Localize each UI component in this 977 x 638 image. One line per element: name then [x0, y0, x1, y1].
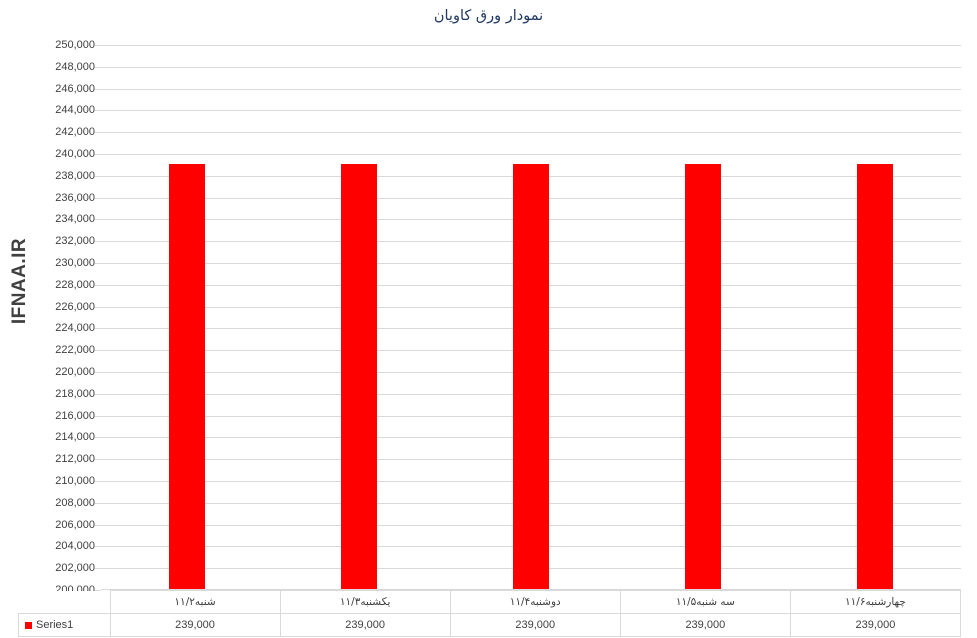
y-axis-tick	[95, 263, 101, 264]
y-axis-tick	[95, 219, 101, 221]
y-axis-tick-label: 222,000	[55, 344, 95, 357]
y-axis-tick	[95, 459, 101, 461]
y-axis-tick-label: 226,000	[55, 300, 95, 313]
bar	[513, 163, 549, 589]
y-axis-tick	[95, 45, 101, 46]
y-axis-tick-label: 204,000	[55, 540, 95, 553]
bar	[685, 163, 721, 589]
category-header-cell: سه شنبه۱۱/۵	[619, 590, 791, 614]
data-table: شنبه۱۱/۲ یکشنبه۱۱/۳ دوشنبه۱۱/۴ سه شنبه۱۱/۵ چ…	[18, 590, 962, 637]
value-cell: 239,000	[449, 613, 621, 637]
y-axis-tick-label: 214,000	[55, 431, 95, 444]
y-axis-tick	[95, 66, 101, 68]
series-table: شنبه۱۱/۲ یکشنبه۱۱/۳ دوشنبه۱۱/۴ سه شنبه۱۱/۵ چ…	[18, 590, 962, 637]
gridline	[101, 132, 961, 134]
y-axis-tick	[95, 241, 101, 243]
value-cell: 239,000	[279, 613, 451, 637]
legend-label: Series1	[36, 619, 74, 632]
y-axis-tick-label: 216,000	[55, 409, 95, 422]
bar	[857, 163, 893, 589]
y-axis-tick	[95, 372, 101, 373]
y-axis-tick-label: 246,000	[55, 82, 95, 95]
y-axis-tick	[95, 110, 101, 112]
gridline	[101, 154, 961, 155]
category-header-cell: چهارشنبه۱۱/۶	[789, 590, 962, 614]
y-axis-tick	[95, 306, 101, 308]
y-axis-tick-label: 238,000	[55, 169, 95, 182]
category-header-cell: دوشنبه۱۱/۴	[449, 590, 621, 614]
y-axis-tick-label: 206,000	[55, 518, 95, 531]
gridline	[101, 66, 961, 68]
bar	[341, 163, 377, 589]
y-axis-tick-label: 210,000	[55, 475, 95, 487]
y-axis-tick-label: 202,000	[55, 562, 95, 575]
y-axis-tick-label: 232,000	[55, 235, 95, 248]
y-axis-tick	[95, 284, 101, 286]
y-axis-tick-label: 250,000	[55, 39, 95, 51]
y-axis-tick	[95, 502, 101, 504]
y-axis-tick	[95, 197, 101, 199]
category-header-cell: شنبه۱۱/۲	[109, 590, 281, 614]
y-axis-tick-label: 220,000	[55, 366, 95, 378]
value-cell: 239,000	[789, 613, 962, 637]
gridline	[101, 88, 961, 90]
y-axis-tick-label: 208,000	[55, 496, 95, 509]
y-axis-tick-label: 234,000	[55, 213, 95, 226]
y-axis-tick	[95, 524, 101, 526]
legend-entry: Series1	[18, 613, 111, 637]
y-axis-tick	[95, 415, 101, 417]
y-axis-tick-label: 230,000	[55, 257, 95, 269]
y-axis-tick	[95, 132, 101, 134]
table-row: Series1 239,000 239,000 239,000 239,000 239,0…	[18, 613, 962, 637]
y-axis-tick-label: 244,000	[55, 104, 95, 117]
y-axis-tick	[95, 328, 101, 330]
y-axis-tick	[95, 568, 101, 570]
y-axis-tick	[95, 350, 101, 352]
value-cell: 239,000	[619, 613, 791, 637]
plot-area	[95, 45, 961, 591]
y-axis-tick-label: 212,000	[55, 453, 95, 466]
gridline	[101, 45, 961, 46]
y-axis-tick-label: 242,000	[55, 126, 95, 139]
gridline	[101, 110, 961, 112]
y-axis-tick	[95, 154, 101, 155]
table-corner-cell	[18, 590, 110, 614]
category-header-cell: یکشنبه۱۱/۳	[279, 590, 451, 614]
y-axis-tick-label: 224,000	[55, 322, 95, 335]
chart-title: نمودار ورق کاویان	[433, 8, 544, 24]
y-axis-tick-label: 228,000	[55, 278, 95, 291]
y-axis-tick	[95, 481, 101, 482]
bar	[169, 163, 205, 589]
y-axis-tick-label: 248,000	[55, 60, 95, 73]
watermark-label: IFNAA.IR	[9, 237, 30, 325]
y-axis-tick	[95, 175, 101, 177]
legend-swatch-icon	[25, 621, 32, 629]
y-axis-tick-label: 236,000	[55, 191, 95, 204]
value-cell: 239,000	[109, 613, 281, 637]
y-axis-tick-label: 218,000	[55, 387, 95, 400]
y-axis-tick	[95, 88, 101, 90]
y-axis-labels: 250,000 248,000 246,000 244,000 242,000 240,0…	[31, 39, 95, 596]
y-axis-tick-label: 240,000	[55, 148, 95, 160]
y-axis-tick	[95, 546, 101, 548]
y-axis-tick	[95, 437, 101, 439]
table-row: شنبه۱۱/۲ یکشنبه۱۱/۳ دوشنبه۱۱/۴ سه شنبه۱۱/۵ چ…	[18, 590, 962, 614]
y-axis-tick	[95, 393, 101, 395]
